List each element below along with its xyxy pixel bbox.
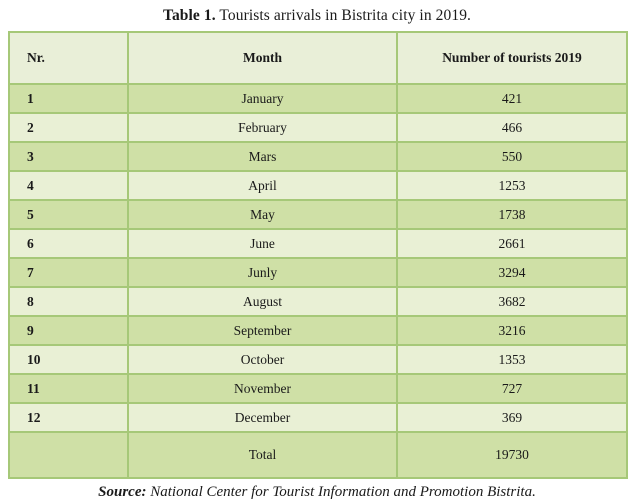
cell-month: November [127,373,398,404]
source-label: Source: [98,484,147,500]
header-count: Number of tourists 2019 [396,31,628,85]
table-row: 10 October 1353 [8,344,628,375]
table-row: 8 August 3682 [8,286,628,317]
cell-nr: 11 [8,373,129,404]
cell-month: December [127,402,398,433]
table-row: 11 November 727 [8,373,628,404]
header-nr: Nr. [8,31,129,85]
table-footer: Total 19730 [8,431,628,479]
table-row: 7 Junly 3294 [8,257,628,288]
total-row: Total 19730 [8,431,628,479]
cell-month: June [127,228,398,259]
cell-month: April [127,170,398,201]
cell-nr: 5 [8,199,129,230]
cell-month: January [127,83,398,114]
table-row: 6 June 2661 [8,228,628,259]
table-row: 5 May 1738 [8,199,628,230]
cell-count: 1253 [396,170,628,201]
table-row: 9 September 3216 [8,315,628,346]
cell-count: 2661 [396,228,628,259]
cell-count: 466 [396,112,628,143]
table-row: 3 Mars 550 [8,141,628,172]
cell-nr: 1 [8,83,129,114]
cell-count: 727 [396,373,628,404]
cell-nr: 8 [8,286,129,317]
table-caption: Table 1. Tourists arrivals in Bistrita c… [0,0,634,31]
cell-nr: 6 [8,228,129,259]
cell-count: 421 [396,83,628,114]
table-row: 1 January 421 [8,83,628,114]
source-note: Source: National Center for Tourist Info… [0,479,634,501]
cell-count: 3682 [396,286,628,317]
cell-month: February [127,112,398,143]
cell-nr: 2 [8,112,129,143]
cell-count: 369 [396,402,628,433]
cell-count: 3294 [396,257,628,288]
cell-nr: 4 [8,170,129,201]
tourists-table: Nr. Month Number of tourists 2019 1 Janua… [8,31,628,479]
cell-count: 550 [396,141,628,172]
cell-count: 1353 [396,344,628,375]
table-row: 2 February 466 [8,112,628,143]
source-text: National Center for Tourist Information … [146,484,536,500]
cell-count: 1738 [396,199,628,230]
total-value: 19730 [396,431,628,479]
cell-nr: 9 [8,315,129,346]
header-row: Nr. Month Number of tourists 2019 [8,31,628,85]
cell-nr: 7 [8,257,129,288]
cell-nr: 3 [8,141,129,172]
header-month: Month [127,31,398,85]
cell-month: May [127,199,398,230]
total-label: Total [127,431,398,479]
cell-month: September [127,315,398,346]
cell-count: 3216 [396,315,628,346]
cell-month: Mars [127,141,398,172]
table-row: 12 December 369 [8,402,628,433]
total-empty-cell [8,431,129,479]
table-caption-text: Tourists arrivals in Bistrita city in 20… [215,7,472,24]
table-caption-label: Table 1. [162,7,216,24]
table-row: 4 April 1253 [8,170,628,201]
cell-month: August [127,286,398,317]
cell-month: October [127,344,398,375]
cell-month: Junly [127,257,398,288]
table-header: Nr. Month Number of tourists 2019 [8,31,628,85]
cell-nr: 10 [8,344,129,375]
table-body: 1 January 421 2 February 466 3 Mars 550 4 April 125… [8,83,628,433]
cell-nr: 12 [8,402,129,433]
